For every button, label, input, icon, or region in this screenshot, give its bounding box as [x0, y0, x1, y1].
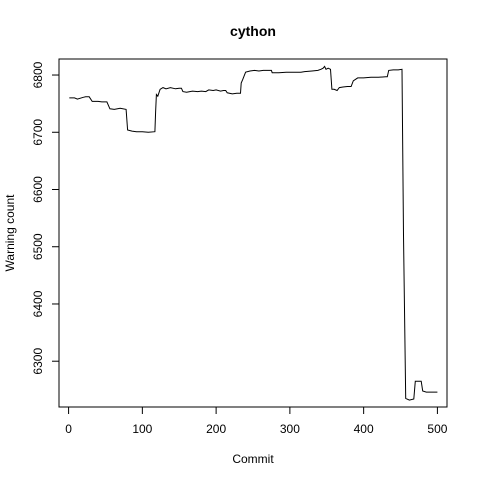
y-tick-label: 6500: [31, 233, 45, 260]
x-tick-label: 300: [280, 422, 300, 436]
series-line: [69, 66, 437, 400]
chart-title: cython: [230, 23, 276, 39]
x-tick-label: 200: [206, 422, 226, 436]
y-axis-label: Warning count: [3, 194, 17, 272]
x-axis: 0 100 200 300 400 500: [65, 407, 447, 436]
y-tick-label: 6400: [31, 290, 45, 317]
x-tick-label: 500: [427, 422, 447, 436]
plot-frame: [59, 59, 447, 407]
y-tick-label: 6800: [31, 61, 45, 88]
x-tick-label: 100: [132, 422, 152, 436]
x-tick-label: 400: [354, 422, 374, 436]
y-tick-label: 6300: [31, 348, 45, 375]
y-tick-label: 6600: [31, 176, 45, 203]
x-tick-label: 0: [65, 422, 72, 436]
y-tick-label: 6700: [31, 119, 45, 146]
x-axis-label: Commit: [232, 452, 274, 466]
y-axis: 6300 6400 6500 6600 6700 6800: [31, 61, 59, 374]
